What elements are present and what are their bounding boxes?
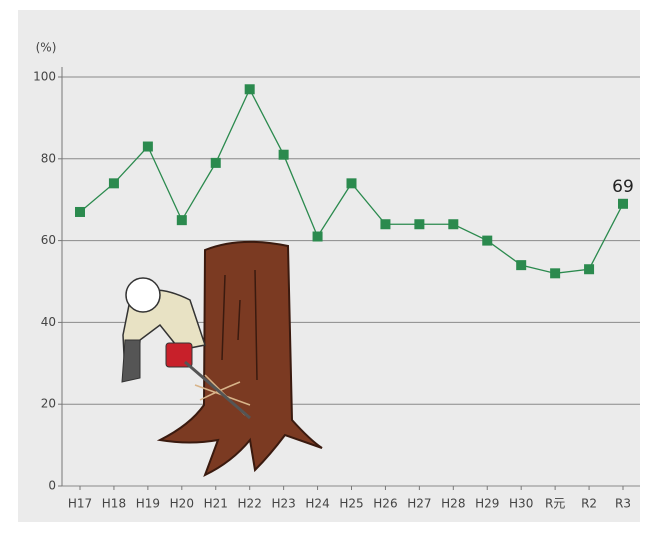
y-tick-label: 40 [41,315,56,329]
y-tick-label: 80 [41,151,56,165]
marker [380,219,391,230]
y-axis-label: (%) [36,41,57,55]
marker [618,198,628,209]
x-tick-label: H24 [305,497,329,511]
marker [244,84,255,95]
x-tick-label: H29 [475,497,499,511]
x-tick-label: H22 [238,497,262,511]
x-tick-label: H21 [204,497,228,511]
x-tick-label: H19 [136,497,160,511]
marker [312,231,323,242]
x-tick-label: H23 [271,497,295,511]
marker [414,219,425,230]
y-tick-label: 100 [33,70,56,84]
marker [482,235,493,246]
marker [75,206,85,217]
x-tick-label: H30 [509,497,533,511]
illustration [121,240,323,477]
marker [346,178,357,189]
data-label: 69 [612,177,634,197]
x-tick-label: H18 [102,497,126,511]
y-tick-label: 20 [41,397,56,411]
x-tick-label: H20 [170,497,194,511]
x-tick-label: H26 [373,497,397,511]
x-tick-label: H28 [441,497,465,511]
marker [550,268,561,279]
marker [584,264,595,275]
marker [516,260,527,271]
x-tick-label: H25 [339,497,363,511]
marker [448,219,459,230]
marker [210,157,221,168]
x-tick-label: R3 [615,497,631,511]
x-tick-label: H17 [68,497,92,511]
y-tick-label: 60 [41,233,56,247]
x-tick-label: R2 [581,497,597,511]
marker [108,178,119,189]
marker [142,141,153,152]
marker [278,149,289,160]
x-tick-label: H27 [407,497,431,511]
x-tick-label: R元 [545,497,565,511]
chart-background [18,10,640,522]
y-tick-label: 0 [48,479,56,493]
marker [176,215,187,226]
